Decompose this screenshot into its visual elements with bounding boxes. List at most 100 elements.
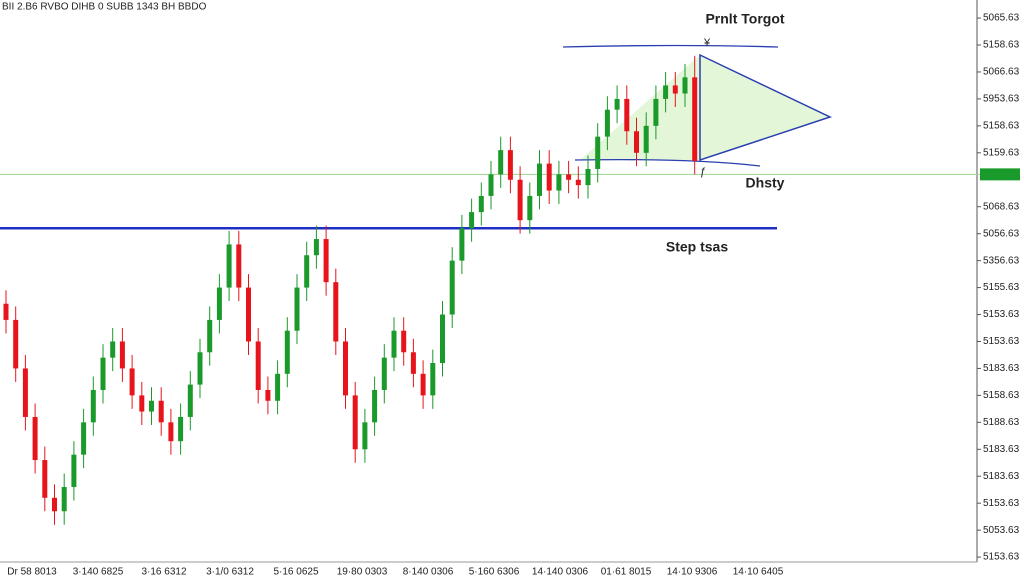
candle-body [440,314,445,364]
x-tick-label: Dr 58 8013 [7,567,57,578]
y-tick-label: 5953.63 [983,94,1020,105]
y-tick-label: 5158.63 [983,390,1020,401]
candle-body [653,98,659,126]
annotation: Prnlt Torgot [705,11,784,27]
candle-body [42,460,48,498]
candle-body [90,389,96,423]
marker: ¥ [703,37,711,49]
y-tick-label: 5053.63 [983,525,1020,536]
candle-body [381,357,387,390]
triangle [699,53,833,162]
y-tick-label: 5153.63 [983,498,1020,509]
x-tick-label: 14·10 9306 [667,567,718,578]
candle-body [420,373,426,396]
marker: ƒ [700,166,706,178]
pattern: ¥ ƒ [562,37,833,178]
candle-body [187,384,193,417]
x-tick-label: 8·140 0306 [403,567,454,578]
candle-body [556,174,562,191]
candle-body [129,368,135,396]
candle-body [119,341,125,369]
y-tick-label: 5183.63 [983,444,1020,455]
candle-body [672,85,678,94]
candle-body [478,195,484,213]
y-tick-label: 5066.63 [983,67,1020,78]
x-tick-label: 19·80 0303 [337,567,388,578]
y-tick-label: 5183.63 [983,363,1020,374]
candle-body [430,363,436,396]
candle-body [527,195,533,221]
candle-body [401,330,407,353]
candle-body [71,454,77,488]
candle-body [13,319,19,369]
candle-body [507,150,513,180]
candle-body [517,179,523,221]
candle-body [663,85,669,99]
candle-body [52,497,57,512]
candle-body [333,282,339,342]
x-tick-label: 14·140 0306 [532,567,589,578]
lower-line [574,158,761,167]
level-tag [980,168,1020,181]
candle-body [604,109,610,137]
candle-body [168,422,174,442]
candle-body [178,416,184,442]
annotation: Dhsty [746,175,785,191]
candle-body [197,352,203,385]
candle-body [22,368,28,417]
candle-body [595,136,601,169]
candle-body [110,341,116,358]
x-tick-label: 3·140 6825 [73,567,124,578]
candle-body [275,373,281,401]
y-tick-label: 5188.63 [983,417,1020,428]
candle-body [624,98,630,132]
candle-body [323,239,329,283]
y-tick-label: 5159.63 [983,147,1020,158]
candle-body [410,352,416,374]
x-tick-label: 3·16 6312 [141,567,186,578]
candle-body [284,330,290,374]
y-tick-label: 5158.63 [983,121,1020,132]
candle-body [643,125,649,153]
y-tick-label: 5158.63 [983,40,1020,51]
candle-body [692,77,698,161]
annotation: Step tsas [666,239,728,255]
candle-body [614,98,620,110]
candle-body [3,303,9,320]
candle-body [537,163,542,196]
y-tick-label: 5056.63 [983,228,1020,239]
y-tick-label: 5153.63 [983,552,1020,563]
candle-body [362,422,368,450]
header: BII 2.B6 RVBO DIHB 0 SUBB 1343 BH BBDO [2,2,207,13]
candle-body [139,395,145,412]
y-tick-label: 5153.63 [983,336,1020,347]
y-tick-label: 5155.63 [983,282,1020,293]
candle-body [207,319,213,353]
candle-body [100,357,106,390]
upper-line [562,44,779,48]
candle-body [498,150,504,175]
candle-body [575,179,581,186]
candle-body [585,168,591,186]
candle-body [304,255,310,288]
x-tick-label: 5·160 6306 [469,567,520,578]
candle-body [352,395,358,450]
x-tick-label: 14·10 6405 [733,567,784,578]
candle-body [216,287,222,320]
candle-body [226,244,232,288]
candle-body [32,416,38,461]
candle-body [449,260,455,315]
candle-body [236,244,242,288]
candle-body [158,400,164,423]
candle-body [391,330,397,358]
candle-body [372,389,378,423]
candle-body [682,77,688,94]
candle-body [265,389,271,401]
y-tick-label: 5065.63 [983,13,1020,24]
candle-body [488,174,494,196]
candle-body [546,163,552,191]
candle-body [255,341,261,390]
